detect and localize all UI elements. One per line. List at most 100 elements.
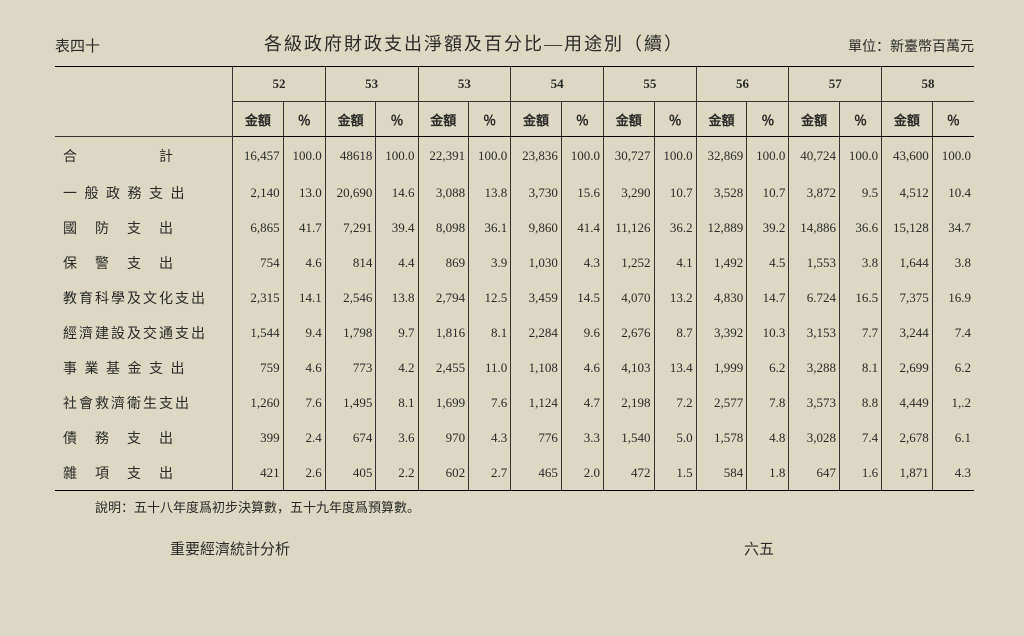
pct-header: ％ <box>376 102 418 137</box>
cell-pct: 9.6 <box>561 315 603 350</box>
cell-amount: 1,816 <box>418 315 469 350</box>
cell-amount: 1,260 <box>233 385 284 420</box>
cell-amount: 1,798 <box>325 315 376 350</box>
table-row: 合 計16,457100.048618100.022,391100.023,83… <box>55 137 974 176</box>
year-header: 56 <box>696 67 789 102</box>
pct-header: ％ <box>469 102 511 137</box>
cell-pct: 11.0 <box>469 350 511 385</box>
cell-pct: 3.9 <box>469 245 511 280</box>
cell-pct: 36.2 <box>654 210 696 245</box>
cell-amount: 8,098 <box>418 210 469 245</box>
cell-amount: 2,455 <box>418 350 469 385</box>
page-title: 各級政府財政支出淨額及百分比—用途別（續） <box>264 30 684 56</box>
unit-label: 單位：新臺幣百萬元 <box>848 36 974 56</box>
row-label: 社會救濟衛生支出 <box>55 385 233 420</box>
cell-amount: 1,544 <box>233 315 284 350</box>
cell-pct: 10.3 <box>747 315 789 350</box>
amount-header: 金額 <box>789 102 840 137</box>
year-header-row: 5253535455565758 <box>55 67 974 102</box>
pct-header: ％ <box>839 102 881 137</box>
cell-amount: 1,252 <box>603 245 654 280</box>
cell-pct: 34.7 <box>932 210 974 245</box>
cell-pct: 8.7 <box>654 315 696 350</box>
cell-amount: 2,315 <box>233 280 284 315</box>
cell-pct: 2.6 <box>283 455 325 491</box>
cell-amount: 23,836 <box>511 137 562 176</box>
pct-header: ％ <box>932 102 974 137</box>
page-header: 表四十 各級政府財政支出淨額及百分比—用途別（續） 單位：新臺幣百萬元 <box>55 30 974 56</box>
cell-amount: 1,492 <box>696 245 747 280</box>
cell-amount: 674 <box>325 420 376 455</box>
cell-pct: 10.4 <box>932 175 974 210</box>
cell-pct: 8.1 <box>839 350 881 385</box>
cell-amount: 869 <box>418 245 469 280</box>
cell-pct: 6.2 <box>932 350 974 385</box>
row-label: 合 計 <box>55 137 233 176</box>
cell-pct: 7.4 <box>932 315 974 350</box>
cell-amount: 48618 <box>325 137 376 176</box>
year-header: 53 <box>325 67 418 102</box>
cell-amount: 1,495 <box>325 385 376 420</box>
cell-pct: 100.0 <box>283 137 325 176</box>
table-row: 教育科學及文化支出2,31514.12,54613.82,79412.53,45… <box>55 280 974 315</box>
row-label: 教育科學及文化支出 <box>55 280 233 315</box>
cell-pct: 100.0 <box>469 137 511 176</box>
cell-amount: 2,678 <box>882 420 933 455</box>
cell-amount: 3,028 <box>789 420 840 455</box>
cell-pct: 9.5 <box>839 175 881 210</box>
cell-pct: 4.3 <box>469 420 511 455</box>
cell-amount: 1,578 <box>696 420 747 455</box>
table-row: 經濟建設及交通支出1,5449.41,7989.71,8168.12,2849.… <box>55 315 974 350</box>
table-row: 事 業 基 金 支 出7594.67734.22,45511.01,1084.6… <box>55 350 974 385</box>
cell-amount: 2,577 <box>696 385 747 420</box>
cell-pct: 10.7 <box>654 175 696 210</box>
cell-pct: 8.1 <box>376 385 418 420</box>
cell-pct: 7.8 <box>747 385 789 420</box>
cell-amount: 754 <box>233 245 284 280</box>
year-header: 57 <box>789 67 882 102</box>
cell-amount: 4,070 <box>603 280 654 315</box>
cell-amount: 3,088 <box>418 175 469 210</box>
cell-pct: 100.0 <box>932 137 974 176</box>
cell-pct: 9.7 <box>376 315 418 350</box>
cell-amount: 1,871 <box>882 455 933 491</box>
cell-amount: 2,198 <box>603 385 654 420</box>
cell-pct: 5.0 <box>654 420 696 455</box>
cell-pct: 10.7 <box>747 175 789 210</box>
cell-pct: 14.5 <box>561 280 603 315</box>
cell-amount: 14,886 <box>789 210 840 245</box>
cell-pct: 2.2 <box>376 455 418 491</box>
cell-amount: 2,284 <box>511 315 562 350</box>
cell-amount: 3,573 <box>789 385 840 420</box>
table-row: 國 防 支 出6,86541.77,29139.48,09836.19,8604… <box>55 210 974 245</box>
cell-pct: 3.8 <box>932 245 974 280</box>
cell-pct: 100.0 <box>561 137 603 176</box>
cell-pct: 6.2 <box>747 350 789 385</box>
year-header: 55 <box>603 67 696 102</box>
row-label: 事 業 基 金 支 出 <box>55 350 233 385</box>
cell-pct: 4.6 <box>561 350 603 385</box>
pct-header: ％ <box>561 102 603 137</box>
cell-amount: 9,860 <box>511 210 562 245</box>
cell-pct: 1.6 <box>839 455 881 491</box>
cell-pct: 13.0 <box>283 175 325 210</box>
cell-amount: 6.724 <box>789 280 840 315</box>
table-row: 保 警 支 出7544.68144.48693.91,0304.31,2524.… <box>55 245 974 280</box>
cell-amount: 20,690 <box>325 175 376 210</box>
cell-amount: 3,288 <box>789 350 840 385</box>
cell-pct: 14.7 <box>747 280 789 315</box>
year-header: 53 <box>418 67 511 102</box>
cell-pct: 13.8 <box>469 175 511 210</box>
cell-pct: 13.2 <box>654 280 696 315</box>
cell-pct: 100.0 <box>376 137 418 176</box>
cell-pct: 39.2 <box>747 210 789 245</box>
cell-pct: 6.1 <box>932 420 974 455</box>
cell-amount: 7,291 <box>325 210 376 245</box>
cell-amount: 421 <box>233 455 284 491</box>
amount-header: 金額 <box>418 102 469 137</box>
cell-amount: 3,153 <box>789 315 840 350</box>
cell-pct: 39.4 <box>376 210 418 245</box>
cell-amount: 11,126 <box>603 210 654 245</box>
row-label: 國 防 支 出 <box>55 210 233 245</box>
cell-amount: 4,449 <box>882 385 933 420</box>
